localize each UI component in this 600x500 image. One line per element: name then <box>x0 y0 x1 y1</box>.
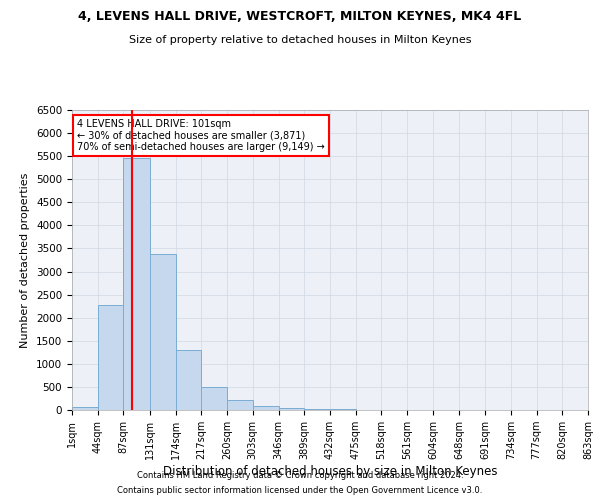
Text: Contains public sector information licensed under the Open Government Licence v3: Contains public sector information licen… <box>118 486 482 495</box>
Bar <box>150 254 176 410</box>
X-axis label: Distribution of detached houses by size in Milton Keynes: Distribution of detached houses by size … <box>163 465 497 478</box>
Text: 4 LEVENS HALL DRIVE: 101sqm
← 30% of detached houses are smaller (3,871)
70% of : 4 LEVENS HALL DRIVE: 101sqm ← 30% of det… <box>77 119 325 152</box>
Text: Contains HM Land Registry data © Crown copyright and database right 2024.: Contains HM Land Registry data © Crown c… <box>137 471 463 480</box>
Text: Size of property relative to detached houses in Milton Keynes: Size of property relative to detached ho… <box>129 35 471 45</box>
Bar <box>253 406 278 410</box>
Bar <box>98 305 124 410</box>
Bar <box>176 350 201 410</box>
Bar <box>227 400 253 410</box>
Bar <box>124 158 150 410</box>
Bar <box>201 388 227 410</box>
Y-axis label: Number of detached properties: Number of detached properties <box>20 172 31 348</box>
Bar <box>278 408 304 410</box>
Bar <box>72 406 98 410</box>
Bar <box>304 408 330 410</box>
Text: 4, LEVENS HALL DRIVE, WESTCROFT, MILTON KEYNES, MK4 4FL: 4, LEVENS HALL DRIVE, WESTCROFT, MILTON … <box>79 10 521 23</box>
